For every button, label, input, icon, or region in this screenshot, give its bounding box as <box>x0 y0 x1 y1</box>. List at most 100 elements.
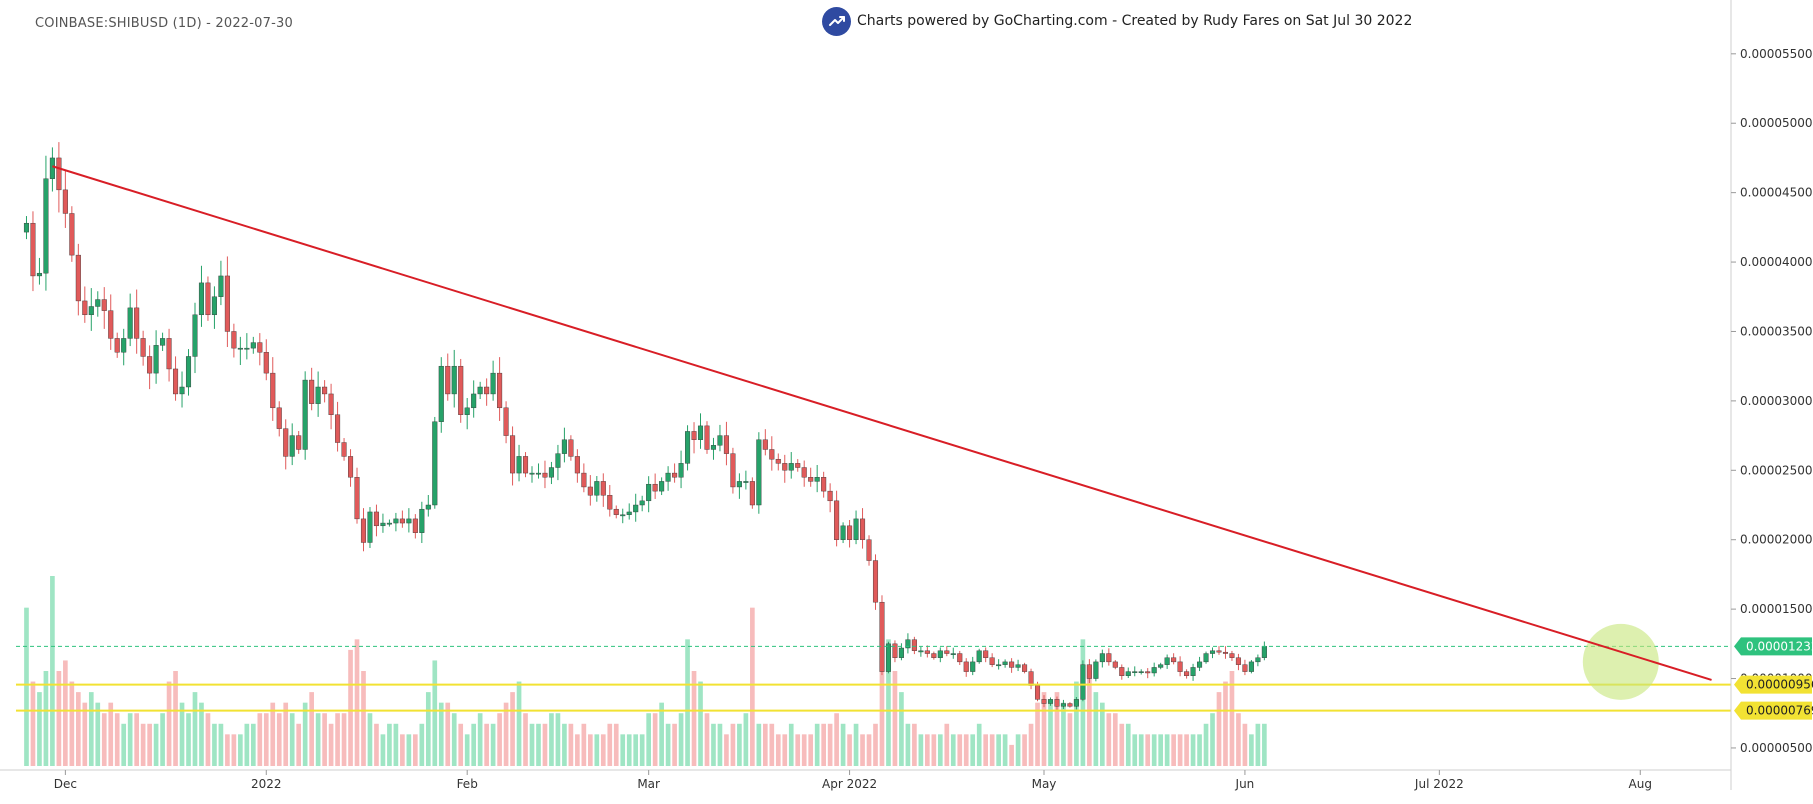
candle-body <box>276 407 282 429</box>
volume-bar <box>276 713 282 766</box>
volume-bar <box>1255 723 1261 766</box>
volume-bar <box>613 723 619 766</box>
candle-body <box>594 481 600 496</box>
volume-bar <box>322 713 327 766</box>
candle-body <box>237 347 243 350</box>
volume-bar <box>931 734 937 766</box>
candle-body <box>88 306 94 316</box>
candle-body <box>412 518 418 533</box>
volume-bar <box>225 734 230 766</box>
candle-body <box>788 463 794 471</box>
candle-body <box>425 504 431 510</box>
candle-body <box>691 431 697 440</box>
volume-bar <box>387 723 392 766</box>
candle-body <box>380 522 386 527</box>
x-tick-label: Jul 2022 <box>1414 777 1464 791</box>
candle-body <box>879 601 885 672</box>
candle-body <box>1041 699 1047 704</box>
volume-bar <box>413 734 418 766</box>
volume-bar <box>821 723 826 766</box>
candle-body <box>749 481 755 506</box>
volume-bar <box>101 713 107 766</box>
candle-body <box>898 647 904 658</box>
candle-body <box>490 372 496 395</box>
candle-body <box>911 639 917 651</box>
volume-bar <box>283 702 289 766</box>
candle-body <box>1080 664 1086 700</box>
volume-bar <box>762 723 768 766</box>
volume-bar <box>659 702 664 766</box>
candle-body <box>976 650 982 663</box>
volume-bar <box>944 723 950 766</box>
volume-bar <box>853 723 859 766</box>
candle-body <box>1158 664 1164 668</box>
volume-bar <box>296 723 302 766</box>
volume-bar <box>270 702 276 766</box>
candle-body <box>1261 646 1267 658</box>
candle-body <box>127 307 133 339</box>
candle-body <box>451 365 457 395</box>
candle-body <box>970 661 976 672</box>
candle-body <box>386 522 392 525</box>
candle-body <box>905 639 911 649</box>
candle-body <box>134 307 140 339</box>
volume-bar <box>775 734 781 766</box>
candle-body <box>62 189 68 214</box>
candle-body <box>192 314 198 357</box>
volume-bar <box>1002 734 1008 766</box>
volume-bar <box>95 702 101 766</box>
volume-bar <box>1080 639 1086 766</box>
downtrend-line <box>52 165 1712 681</box>
candle-body <box>568 439 574 457</box>
volume-bar <box>562 723 567 766</box>
volume-bar <box>464 734 470 766</box>
volume-bar <box>432 660 438 766</box>
volume-bar <box>1249 734 1254 766</box>
credit-text: Charts powered by GoCharting.com - Creat… <box>857 13 1413 29</box>
volume-bar <box>37 692 42 766</box>
candle-body <box>458 365 464 415</box>
candle-body <box>270 372 276 409</box>
candle-body <box>354 477 360 520</box>
candle-body <box>108 310 114 339</box>
credit-banner[interactable]: Charts powered by GoCharting.com - Creat… <box>822 6 1412 36</box>
volume-bar <box>976 723 982 766</box>
volume-bar <box>108 702 114 766</box>
volume-bar <box>114 713 120 766</box>
candle-body <box>335 414 341 443</box>
candle-body <box>257 342 263 353</box>
volume-bar <box>341 713 347 766</box>
candle-body <box>678 463 684 478</box>
candle-body <box>179 386 185 395</box>
candle-body <box>957 653 963 663</box>
candle-body <box>561 439 567 454</box>
candle-body <box>1028 671 1034 686</box>
y-tick-label: 0.00002000 <box>1740 533 1813 547</box>
candle-body <box>1073 699 1079 707</box>
candle-body <box>555 453 561 468</box>
volume-bar <box>367 713 373 766</box>
candle-body <box>56 157 62 191</box>
volume-bar <box>393 723 399 766</box>
volume-bar <box>1164 734 1170 766</box>
volume-bar <box>1197 734 1202 766</box>
volume-bar <box>166 681 172 766</box>
volume-bar <box>302 702 308 766</box>
candle-body <box>672 472 678 478</box>
volume-bar <box>1171 734 1176 766</box>
candle-body <box>30 222 36 277</box>
x-tick-label: May <box>1032 777 1057 791</box>
candle-body <box>685 431 691 464</box>
volume-bar <box>516 681 522 766</box>
volume-bar <box>263 713 269 766</box>
volume-bar <box>335 713 340 766</box>
candle-body <box>1060 703 1066 707</box>
candle-body <box>1151 667 1157 674</box>
volume-bar <box>1112 713 1118 766</box>
volume-bar <box>212 723 217 766</box>
volume-bar <box>717 723 723 766</box>
candle-body <box>1093 661 1099 679</box>
volume-bar <box>937 734 943 766</box>
volume-bar <box>30 681 36 766</box>
